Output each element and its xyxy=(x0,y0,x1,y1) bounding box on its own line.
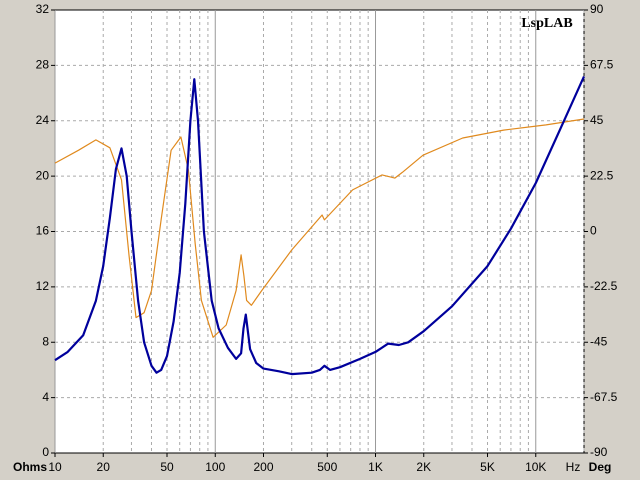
y-tick-label: 20 xyxy=(36,168,50,182)
x-tick-label: 500 xyxy=(317,460,337,474)
y-tick-label: 24 xyxy=(36,113,50,127)
series-line xyxy=(54,75,586,376)
y2-axis-label: Deg xyxy=(589,460,612,474)
y2-tick-label: 45 xyxy=(590,113,604,127)
series-line xyxy=(54,118,585,338)
x-tick-label: 100 xyxy=(205,460,225,474)
y2-tick-label: -67.5 xyxy=(590,390,618,404)
x-tick-label: 200 xyxy=(253,460,273,474)
y2-tick-label: 22.5 xyxy=(590,168,614,182)
y-tick-label: 16 xyxy=(36,224,50,238)
y-axis-label: Ohms xyxy=(13,460,47,474)
y-tick-label: 12 xyxy=(36,279,50,293)
x-tick-label: 2K xyxy=(416,460,431,474)
x-tick-label: 10 xyxy=(48,460,62,474)
x-tick-label: 5K xyxy=(480,460,495,474)
y2-tick-label: -45 xyxy=(590,334,608,348)
x-axis-label: Hz xyxy=(566,460,581,474)
y-tick-label: 28 xyxy=(36,58,50,72)
y2-tick-label: 67.5 xyxy=(590,58,614,72)
brand: LspLAB xyxy=(521,16,572,31)
x-tick-label: 10K xyxy=(525,460,546,474)
y2-tick-label: 0 xyxy=(590,224,597,238)
x-tick-label: 50 xyxy=(160,460,174,474)
x-tick-label: 1K xyxy=(368,460,383,474)
y-tick-label: 0 xyxy=(42,445,49,459)
y2-tick-label: -22.5 xyxy=(590,279,618,293)
y2-tick-label: 90 xyxy=(590,2,604,16)
y-tick-label: 8 xyxy=(42,334,49,348)
y2-tick-label: -90 xyxy=(590,445,608,459)
y-tick-label: 32 xyxy=(36,2,50,16)
y-tick-label: 4 xyxy=(42,390,49,404)
x-tick-label: 20 xyxy=(97,460,111,474)
